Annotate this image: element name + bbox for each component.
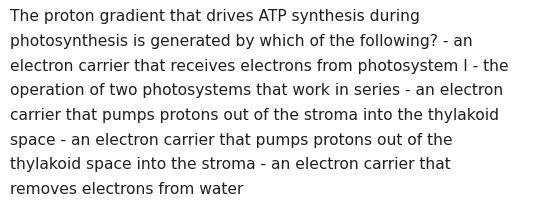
Text: photosynthesis is generated by which of the following? - an: photosynthesis is generated by which of …: [10, 34, 473, 49]
Text: removes electrons from water: removes electrons from water: [10, 182, 243, 197]
Text: electron carrier that receives electrons from photosystem I - the: electron carrier that receives electrons…: [10, 59, 509, 74]
Text: The proton gradient that drives ATP synthesis during: The proton gradient that drives ATP synt…: [10, 9, 420, 24]
Text: carrier that pumps protons out of the stroma into the thylakoid: carrier that pumps protons out of the st…: [10, 108, 499, 123]
Text: operation of two photosystems that work in series - an electron: operation of two photosystems that work …: [10, 83, 503, 98]
Text: space - an electron carrier that pumps protons out of the: space - an electron carrier that pumps p…: [10, 133, 453, 148]
Text: thylakoid space into the stroma - an electron carrier that: thylakoid space into the stroma - an ele…: [10, 157, 451, 172]
